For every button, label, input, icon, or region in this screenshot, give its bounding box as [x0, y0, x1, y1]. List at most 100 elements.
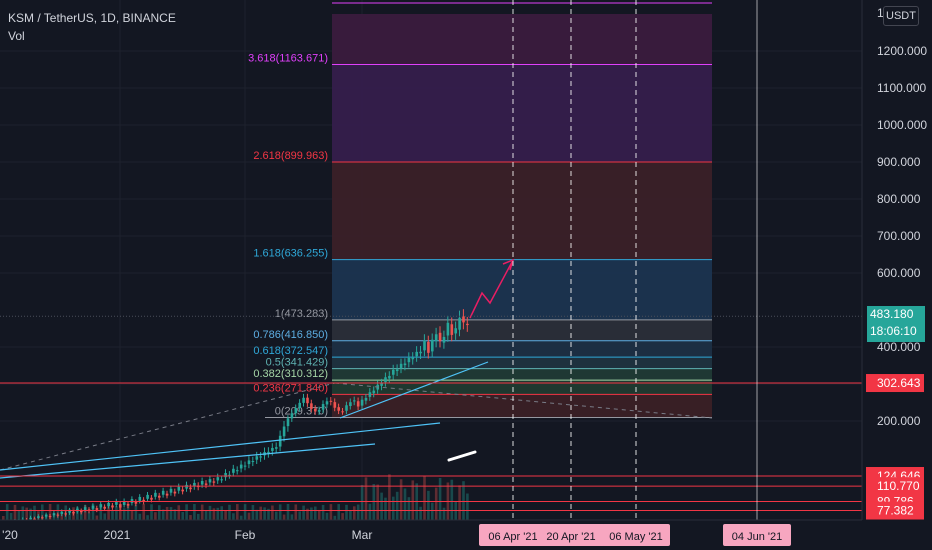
price-label: 1100.000 — [877, 81, 926, 95]
fib-band — [332, 394, 712, 418]
volume-bar — [286, 504, 290, 520]
chart-legend: KSM / TetherUS, 1D, BINANCE Vol — [8, 9, 176, 45]
volume-bar — [193, 504, 196, 520]
candle-body — [458, 317, 461, 330]
candle-body — [165, 493, 169, 496]
volume-bar — [91, 504, 95, 520]
volume-bar — [267, 508, 270, 520]
candle-body — [423, 340, 426, 351]
candle-body — [395, 369, 399, 372]
volume-bar — [208, 505, 212, 520]
volume-bar — [177, 505, 181, 520]
fib-level-2618-label: 2.618(899.963) — [253, 150, 328, 162]
fib-level-0236-label: 0.236(271.840) — [253, 382, 328, 394]
volume-bars — [2, 474, 469, 520]
candle-body — [321, 404, 325, 410]
volume-bar — [251, 505, 255, 520]
time-axis[interactable]: '20 2021 Feb Mar 06 Apr '21 20 Apr '21 06 May … — [0, 519, 862, 550]
candle-body — [286, 418, 290, 427]
volume-bar — [224, 510, 227, 520]
volume-bar — [384, 497, 387, 520]
fib-band — [332, 357, 712, 369]
level-302643-tag-text: 302.643 — [877, 376, 921, 390]
candle-body — [72, 512, 75, 514]
candle-body — [220, 479, 223, 481]
volume-bar — [220, 506, 223, 520]
candle-body — [150, 497, 153, 500]
candle-body — [111, 505, 114, 508]
fib-level-1-label: 1(473.283) — [275, 308, 328, 320]
volume-bar — [356, 504, 360, 520]
volume-bar — [325, 512, 329, 520]
candle-body — [115, 501, 118, 505]
price-label-top-partial: 1 — [877, 6, 884, 20]
time-label: Mar — [352, 528, 373, 542]
volume-bar — [13, 504, 17, 520]
fib-band — [332, 368, 712, 381]
volume-bar — [5, 504, 9, 520]
fib-level-3618-label: 3.618(1163.671) — [248, 52, 328, 64]
volume-bar — [158, 505, 161, 520]
candle-body — [200, 480, 204, 485]
horizontal-levels[interactable] — [0, 315, 862, 512]
volume-bar — [161, 509, 165, 520]
volume-bar — [119, 507, 122, 520]
price-axis-bg — [862, 0, 932, 550]
candle-body — [446, 322, 450, 336]
candle-body — [403, 363, 407, 366]
candle-body — [372, 390, 376, 394]
volume-bar — [189, 515, 192, 520]
fib-band — [332, 340, 712, 358]
candle-body — [275, 447, 278, 449]
volume-bar — [380, 492, 383, 520]
volume-bar — [9, 512, 13, 520]
volume-bar — [349, 510, 352, 520]
volume-bar — [353, 506, 356, 520]
candle-body — [438, 332, 442, 342]
volume-bar — [271, 505, 274, 520]
candle-body — [99, 504, 103, 508]
drawings[interactable] — [0, 258, 713, 479]
volume-bar — [99, 504, 103, 520]
candle-body — [107, 502, 110, 507]
currency-button[interactable]: USDT — [883, 6, 919, 26]
candle-body — [37, 516, 40, 518]
price-label: 600.000 — [877, 266, 921, 280]
highlight-stroke — [447, 450, 477, 462]
candle-body — [29, 517, 32, 520]
time-label: 2021 — [104, 528, 131, 542]
fib-level-0-label: 0(209.370) — [275, 406, 328, 418]
volume-bar — [321, 504, 325, 520]
symbol-title[interactable]: KSM / TetherUS, 1D, BINANCE — [8, 11, 176, 25]
date-marker-bg — [479, 524, 547, 546]
fib-extension[interactable]: 3.618(1163.671) 2.618(899.963) 1.618(636.2… — [248, 2, 712, 419]
candle-body — [185, 484, 188, 489]
support-trendline-2 — [0, 443, 376, 479]
candle-body — [333, 402, 337, 408]
volume-bar — [200, 504, 204, 520]
candle-body — [228, 474, 231, 476]
candle-body — [232, 468, 235, 473]
volume-bar — [419, 506, 422, 520]
candle-body — [294, 408, 298, 414]
volume-bar — [341, 513, 344, 520]
vertical-date-lines[interactable] — [512, 0, 758, 520]
candle-body — [158, 495, 161, 498]
volume-bar — [83, 505, 87, 520]
candle-body — [56, 514, 60, 516]
price-label: 900.000 — [877, 155, 921, 169]
candle-body — [239, 464, 243, 469]
fib-band — [332, 380, 712, 395]
candle-body — [169, 488, 173, 493]
volume-bar — [399, 479, 403, 520]
candle-body — [462, 316, 465, 323]
volume-bar — [169, 507, 173, 520]
volume-bar — [438, 477, 442, 520]
candle-body — [282, 426, 286, 437]
price-axis[interactable]: 1 1200.000 1100.000 1000.000 900.000 800.000 7… — [861, 0, 932, 550]
volume-label[interactable]: Vol — [8, 29, 25, 43]
volume-bar — [134, 504, 138, 520]
candle-body — [119, 504, 122, 508]
volume-bar — [228, 504, 231, 520]
